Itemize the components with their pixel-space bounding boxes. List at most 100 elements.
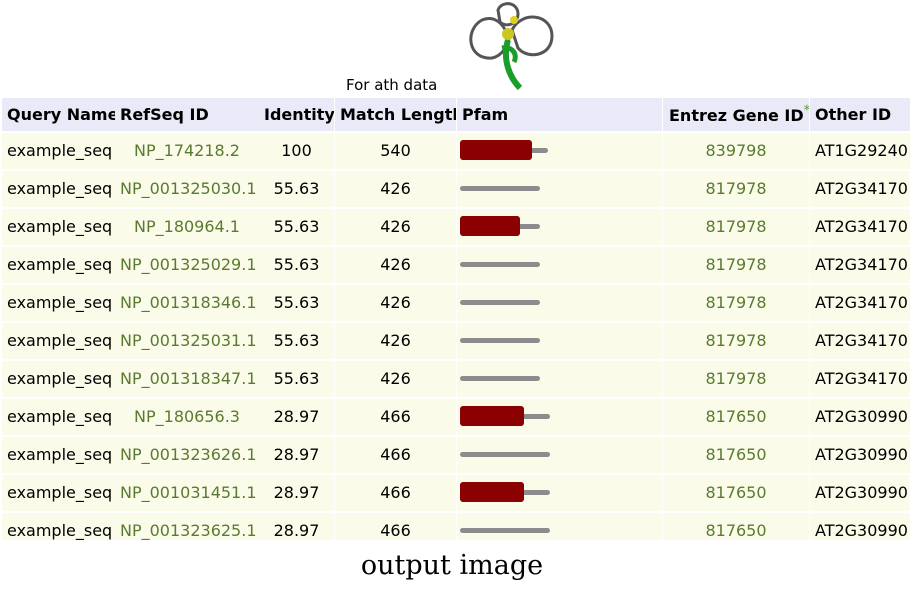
column-header: Match Length	[335, 98, 456, 131]
table-cell-bg	[115, 209, 259, 245]
table-cell-bg	[259, 323, 334, 359]
footnote-marker: *	[804, 104, 809, 119]
table-cell: AT2G30990	[815, 483, 908, 502]
table-cell: 426	[380, 369, 411, 388]
table-cell: NP_001325029.1	[120, 255, 257, 274]
table-cell: 55.63	[273, 369, 320, 388]
table-cell: AT2G34170	[815, 217, 908, 236]
table-cell: AT2G30990	[815, 445, 908, 464]
column-header: Identity	[259, 98, 334, 131]
table-cell-bg	[810, 475, 910, 511]
table-cell-bg	[115, 475, 259, 511]
table-cell: 28.97	[273, 483, 320, 502]
table-cell: 426	[380, 217, 411, 236]
table-cell-bg	[2, 247, 115, 283]
logo	[469, 2, 554, 91]
table-cell-bg	[663, 513, 809, 540]
column-header: Entrez Gene ID*	[663, 98, 809, 131]
table-cell: 817650	[705, 521, 767, 540]
table-cell: example_seq	[7, 331, 113, 350]
table-cell: NP_001318346.1	[120, 293, 257, 312]
table-cell: AT2G34170	[815, 255, 908, 274]
table-cell-bg	[335, 285, 456, 321]
table-cell-bg	[2, 475, 115, 511]
table-cell-bg	[335, 171, 456, 207]
table-cell: AT2G34170	[815, 369, 908, 388]
table-cell: NP_174218.2	[134, 141, 240, 160]
table-cell-bg	[259, 475, 334, 511]
table-cell-bg	[259, 285, 334, 321]
table-cell: 55.63	[273, 293, 320, 312]
pfam-track	[460, 338, 540, 343]
table-cell-bg	[115, 323, 259, 359]
pfam-track	[460, 186, 540, 191]
table-cell-bg	[115, 399, 259, 435]
table-cell: NP_001325030.1	[120, 179, 257, 198]
pfam-track	[460, 376, 540, 381]
table-cell-bg	[115, 171, 259, 207]
table-cell: AT2G34170	[815, 179, 908, 198]
table-cell-bg	[2, 399, 115, 435]
table-cell-bg	[2, 171, 115, 207]
pfam-track	[460, 262, 540, 267]
table-cell-bg	[810, 285, 910, 321]
table-cell-bg	[663, 475, 809, 511]
table-cell-bg	[810, 133, 910, 169]
table-cell-bg	[663, 437, 809, 473]
table-cell: 466	[380, 483, 411, 502]
table-cell-bg	[335, 323, 456, 359]
table-cell: 817650	[705, 445, 767, 464]
table-cell: example_seq	[7, 255, 113, 274]
table-cell-bg	[335, 209, 456, 245]
table-cell-bg	[810, 171, 910, 207]
table-cell: example_seq	[7, 293, 113, 312]
results-table: Query Name RefSeq ID Identity Match Length P…	[0, 98, 912, 540]
table-cell: 817978	[705, 179, 767, 198]
table-cell-bg	[259, 437, 334, 473]
table-cell-bg	[335, 437, 456, 473]
table-cell-bg	[259, 133, 334, 169]
table-cell: 817650	[705, 483, 767, 502]
table-cell-bg	[810, 361, 910, 397]
table-cell-bg	[259, 209, 334, 245]
table-cell: 817978	[705, 293, 767, 312]
table-cell-bg	[2, 323, 115, 359]
table-cell-bg	[2, 285, 115, 321]
pfam-track	[460, 528, 550, 533]
table-cell: example_seq	[7, 179, 113, 198]
table-cell: 540	[380, 141, 411, 160]
table-cell-bg	[259, 247, 334, 283]
table-cell-bg	[335, 399, 456, 435]
table-cell: 839798	[705, 141, 767, 160]
table-cell: NP_001031451.1	[120, 483, 257, 502]
table-cell: 817978	[705, 369, 767, 388]
table-cell: AT2G30990	[815, 407, 908, 426]
table-cell-bg	[2, 209, 115, 245]
table-cell-bg	[663, 399, 809, 435]
table-cell-bg	[115, 437, 259, 473]
table-cell-bg	[810, 513, 910, 540]
pfam-domain	[460, 140, 532, 160]
table-cell-bg	[663, 361, 809, 397]
table-cell-bg	[810, 437, 910, 473]
table-cell: NP_001323625.1	[120, 521, 257, 540]
table-cell: 426	[380, 179, 411, 198]
table-cell-bg	[663, 323, 809, 359]
table-cell: 426	[380, 255, 411, 274]
table-cell: 55.63	[273, 217, 320, 236]
table-cell: 55.63	[273, 331, 320, 350]
table-cell: NP_180964.1	[134, 217, 240, 236]
table-cell-bg	[663, 285, 809, 321]
table-cell-bg	[259, 513, 334, 540]
caption: output image	[360, 550, 544, 581]
table-cell: example_seq	[7, 369, 113, 388]
column-header: Other ID	[810, 98, 910, 131]
table-cell: AT2G30990	[815, 521, 908, 540]
table-cell-bg	[663, 133, 809, 169]
table-cell-bg	[810, 247, 910, 283]
table-cell: example_seq	[7, 483, 113, 502]
logo-caption: For ath data	[346, 76, 438, 94]
table-cell: 466	[380, 407, 411, 426]
table-cell-bg	[2, 361, 115, 397]
